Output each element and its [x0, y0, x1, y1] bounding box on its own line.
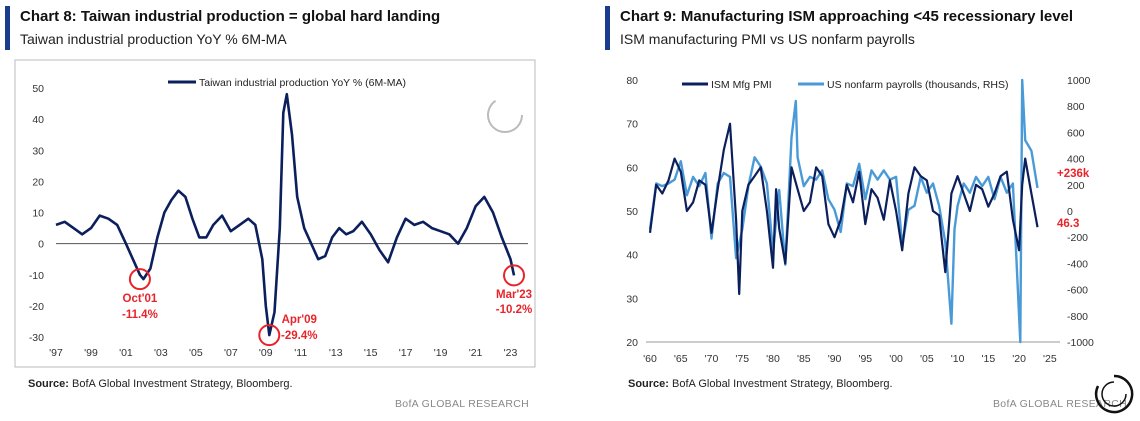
chart9-xtick-label: '20: [1012, 353, 1026, 365]
chart9-xtick-label: '95: [858, 353, 872, 365]
chart8-xtick-label: '21: [469, 347, 483, 359]
chart8-xtick-label: '99: [84, 347, 98, 359]
chart8-xtick-label: '01: [119, 347, 133, 359]
chart9-ytick-label: 20: [626, 337, 638, 349]
chart9-ytick-label: 30: [626, 293, 638, 305]
chart8-annotation-date: Apr'09: [282, 314, 317, 326]
chart8-annotation-value: -29.4%: [281, 330, 317, 342]
chart8-annotation-circle: [503, 264, 526, 287]
chart9-y2tick-label: -1000: [1067, 337, 1094, 349]
chart8-ytick-label: -10: [29, 270, 44, 282]
chart9-source-text: BofA Global Investment Strategy, Bloombe…: [672, 378, 893, 390]
chart8-xtick-label: '19: [434, 347, 448, 359]
chart8-xtick-label: '97: [49, 347, 63, 359]
chart8-annotation-circle: [128, 268, 151, 291]
chart8-xtick-label: '13: [329, 347, 343, 359]
chart8-ytick-label: 40: [32, 114, 44, 126]
chart9-xtick-label: '75: [735, 353, 749, 365]
chart8-annotation-value: -11.4%: [122, 309, 158, 321]
chart9-y2tick-label: 200: [1067, 180, 1085, 192]
chart8-annotation-date: Oct'01: [123, 293, 158, 305]
chart8-xtick-label: '07: [224, 347, 238, 359]
chart9-y2tick-label: -800: [1067, 311, 1088, 323]
chart8-xtick-label: '17: [399, 347, 413, 359]
chart9-pmi-line: [648, 122, 1039, 296]
chart8-xtick-label: '05: [189, 347, 203, 359]
chart8-source-text: BofA Global Investment Strategy, Bloombe…: [72, 378, 293, 390]
chart9-xtick-label: '60: [643, 353, 657, 365]
chart8-xtick-label: '23: [504, 347, 518, 359]
chart9-end-label-pmi: 46.3: [1057, 218, 1079, 230]
chart8-ytick-label: -30: [29, 332, 44, 344]
chart8-plot: 50 40 30 20 10 0 -10 -20 -30 '97 '99 '01 '03 '05 '07 '0…: [14, 59, 536, 368]
chart8-xtick-label: '15: [364, 347, 378, 359]
chart9-xtick-label: '25: [1043, 353, 1057, 365]
chart9-y2tick-label: 800: [1067, 101, 1085, 113]
chart9-y2tick-label: -600: [1067, 285, 1088, 297]
chart8-ytick-label: 20: [32, 176, 44, 188]
chart9-y2tick-label: 400: [1067, 154, 1085, 166]
chart9-xtick-label: '15: [981, 353, 995, 365]
chart9-watermark: BofA GLOBAL RESEARCH: [993, 398, 1127, 410]
chart9-xtick-label: '80: [766, 353, 780, 365]
chart8-accent-bar: [5, 6, 10, 50]
chart8-annotation-value: -10.2%: [496, 304, 532, 316]
chart8-annotation-circle: [258, 324, 281, 347]
chart8-xtick-label: '11: [294, 347, 307, 359]
chart8-legend-label: Taiwan industrial production YoY % (6M-M…: [199, 77, 406, 89]
chart9-xtick-label: '90: [828, 353, 842, 365]
chart8-xtick-label: '03: [154, 347, 168, 359]
chart9-y2tick-label: -200: [1067, 232, 1088, 244]
chart9-xtick-label: '65: [674, 353, 688, 365]
chart9-end-label-payrolls: +236k: [1057, 168, 1090, 180]
chart8-source-label: Source:: [28, 378, 69, 390]
chart9-xtick-label: '05: [920, 353, 934, 365]
chart8-source: Source: BofA Global Investment Strategy,…: [28, 378, 293, 390]
chart8-panel: Chart 8: Taiwan industrial production = …: [0, 0, 540, 421]
chart9-y2tick-label: 1000: [1067, 75, 1091, 87]
chart8-ytick-label: 50: [32, 83, 44, 95]
chart9-source: Source: BofA Global Investment Strategy,…: [628, 378, 893, 390]
chart8-ytick-label: 0: [38, 239, 44, 251]
chart9-source-label: Source:: [628, 378, 669, 390]
chart9-panel: Chart 9: Manufacturing ISM approaching <…: [600, 0, 1140, 421]
chart9-accent-bar: [605, 6, 610, 50]
chart9-subtitle: ISM manufacturing PMI vs US nonfarm payr…: [620, 31, 915, 47]
chart8-title: Chart 8: Taiwan industrial production = …: [20, 8, 441, 25]
chart8-ytick-label: 30: [32, 145, 44, 157]
chart9-plot: 80 70 60 50 40 30 20 1000 800 600 400 200 0 -200 -400 -…: [626, 75, 1094, 365]
chart9-xtick-label: '85: [797, 353, 811, 365]
chart9-ytick-label: 80: [626, 75, 638, 87]
chart8-ytick-label: -20: [29, 301, 44, 313]
chart8-series-line: [55, 92, 516, 337]
chart8-frame: [14, 59, 536, 368]
chart9-xtick-label: '70: [705, 353, 719, 365]
chart8-ring-icon: [487, 97, 523, 133]
chart9-ytick-label: 60: [626, 162, 638, 174]
chart9-legend-label-payrolls: US nonfarm payrolls (thousands, RHS): [827, 79, 1009, 91]
chart9-title: Chart 9: Manufacturing ISM approaching <…: [620, 8, 1074, 25]
chart9-ytick-label: 50: [626, 206, 638, 218]
chart9-ytick-label: 40: [626, 250, 638, 262]
chart9-y2tick-label: 0: [1067, 206, 1073, 218]
chart9-xtick-label: '10: [951, 353, 965, 365]
chart8-watermark: BofA GLOBAL RESEARCH: [395, 398, 529, 410]
chart9-y2tick-label: 600: [1067, 127, 1085, 139]
chart9-y2tick-label: -400: [1067, 258, 1088, 270]
chart8-ytick-label: 10: [32, 208, 44, 220]
chart9-ytick-label: 70: [626, 119, 638, 131]
chart9-xtick-label: '00: [889, 353, 903, 365]
chart8-xtick-label: '09: [259, 347, 273, 359]
chart9-legend-label-pmi: ISM Mfg PMI: [711, 79, 772, 91]
bofa-logo-icon: [1094, 374, 1134, 414]
chart8-annotation-date: Mar'23: [496, 289, 532, 301]
chart8-subtitle: Taiwan industrial production YoY % 6M-MA: [20, 31, 287, 47]
